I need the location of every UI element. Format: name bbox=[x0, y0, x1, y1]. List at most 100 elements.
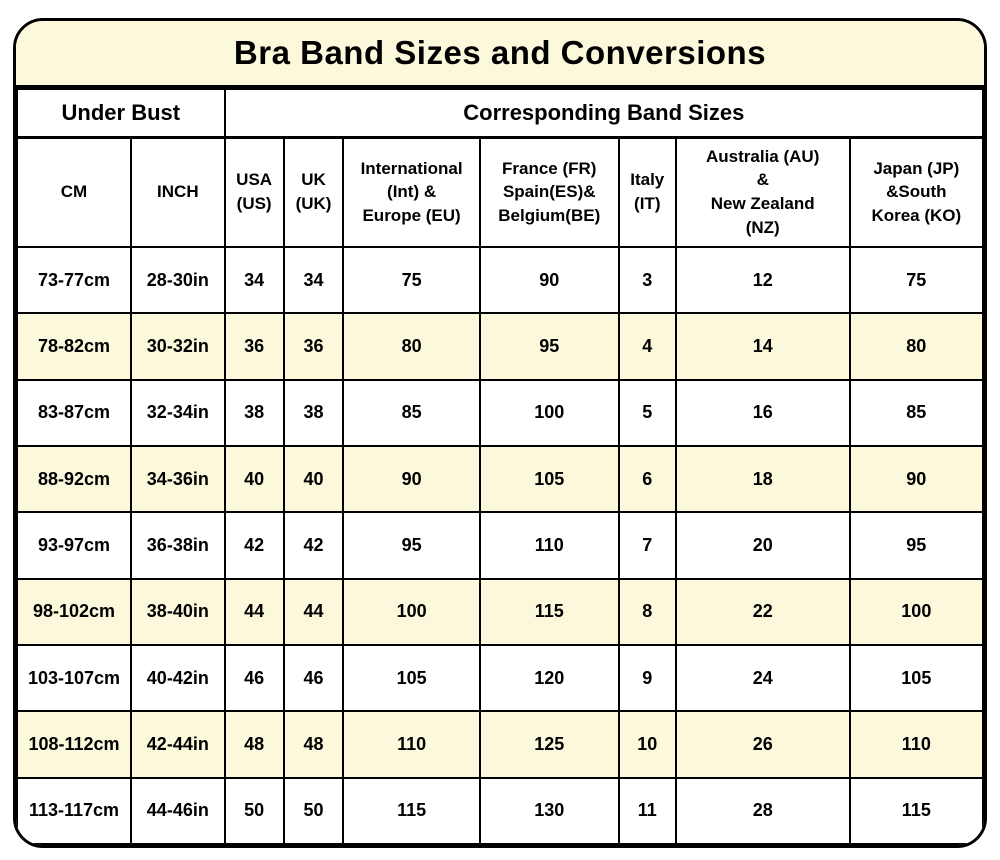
table-cell: 110 bbox=[848, 710, 984, 779]
table-row: 113-117cm 44-46in 50 50 115 130 11 28 115 bbox=[16, 776, 984, 845]
table-cell: 110 bbox=[478, 511, 620, 580]
column-header-usa: USA (US) bbox=[223, 136, 285, 248]
table-cell: 80 bbox=[342, 312, 481, 381]
table-cell: 12 bbox=[674, 245, 851, 315]
column-header-row: CM INCH USA (US) UK (UK) International (… bbox=[16, 136, 984, 248]
table-cell: 40 bbox=[282, 444, 345, 514]
table-cell: 24 bbox=[674, 643, 851, 713]
table-cell: 42 bbox=[223, 511, 285, 580]
table-cell: 44 bbox=[282, 577, 345, 646]
table-cell: 44 bbox=[223, 577, 285, 646]
size-chart-card: Bra Band Sizes and Conversions Under Bus… bbox=[13, 18, 987, 848]
table-cell: 38-40in bbox=[129, 577, 226, 646]
table-cell: 105 bbox=[342, 643, 481, 713]
table-cell: 113-117cm bbox=[16, 776, 132, 845]
band-size-table: Under Bust Corresponding Band Sizes CM I… bbox=[16, 88, 984, 845]
table-cell: 6 bbox=[617, 444, 677, 514]
table-cell: 110 bbox=[342, 710, 481, 779]
table-row: 98-102cm 38-40in 44 44 100 115 8 22 100 bbox=[16, 577, 984, 646]
table-cell: 14 bbox=[674, 312, 851, 381]
table-cell: 115 bbox=[848, 776, 984, 845]
group-header-row: Under Bust Corresponding Band Sizes bbox=[16, 88, 984, 139]
table-cell: 50 bbox=[282, 776, 345, 845]
table-cell: 36 bbox=[282, 312, 345, 381]
table-cell: 108-112cm bbox=[16, 710, 132, 779]
column-header-japan-southkorea: Japan (JP) &South Korea (KO) bbox=[848, 136, 984, 248]
table-cell: 90 bbox=[478, 245, 620, 315]
table-cell: 48 bbox=[223, 710, 285, 779]
table-row: 73-77cm 28-30in 34 34 75 90 3 12 75 bbox=[16, 245, 984, 315]
table-cell: 34 bbox=[223, 245, 285, 315]
table-cell: 83-87cm bbox=[16, 378, 132, 447]
table-cell: 16 bbox=[674, 378, 851, 447]
table-row: 108-112cm 42-44in 48 48 110 125 10 26 110 bbox=[16, 710, 984, 779]
table-cell: 48 bbox=[282, 710, 345, 779]
table-cell: 130 bbox=[478, 776, 620, 845]
table-cell: 9 bbox=[617, 643, 677, 713]
table-row: 83-87cm 32-34in 38 38 85 100 5 16 85 bbox=[16, 378, 984, 447]
column-header-uk: UK (UK) bbox=[282, 136, 345, 248]
table-cell: 7 bbox=[617, 511, 677, 580]
table-cell: 73-77cm bbox=[16, 245, 132, 315]
column-header-cm: CM bbox=[16, 136, 132, 248]
table-cell: 42-44in bbox=[129, 710, 226, 779]
table-cell: 8 bbox=[617, 577, 677, 646]
table-cell: 120 bbox=[478, 643, 620, 713]
column-header-international-europe: International (Int) & Europe (EU) bbox=[342, 136, 481, 248]
table-cell: 32-34in bbox=[129, 378, 226, 447]
table-cell: 36-38in bbox=[129, 511, 226, 580]
table-cell: 34 bbox=[282, 245, 345, 315]
table-cell: 22 bbox=[674, 577, 851, 646]
table-cell: 4 bbox=[617, 312, 677, 381]
table-cell: 95 bbox=[478, 312, 620, 381]
table-cell: 34-36in bbox=[129, 444, 226, 514]
table-cell: 78-82cm bbox=[16, 312, 132, 381]
table-row: 93-97cm 36-38in 42 42 95 110 7 20 95 bbox=[16, 511, 984, 580]
table-cell: 115 bbox=[342, 776, 481, 845]
column-header-australia-newzealand: Australia (AU) & New Zealand (NZ) bbox=[674, 136, 851, 248]
table-cell: 28-30in bbox=[129, 245, 226, 315]
table-cell: 20 bbox=[674, 511, 851, 580]
table-cell: 95 bbox=[848, 511, 984, 580]
table-cell: 100 bbox=[478, 378, 620, 447]
table-cell: 90 bbox=[848, 444, 984, 514]
table-cell: 5 bbox=[617, 378, 677, 447]
table-row: 78-82cm 30-32in 36 36 80 95 4 14 80 bbox=[16, 312, 984, 381]
table-cell: 115 bbox=[478, 577, 620, 646]
table-cell: 38 bbox=[223, 378, 285, 447]
table-cell: 11 bbox=[617, 776, 677, 845]
table-cell: 93-97cm bbox=[16, 511, 132, 580]
table-cell: 100 bbox=[848, 577, 984, 646]
chart-title-banner: Bra Band Sizes and Conversions bbox=[16, 21, 984, 88]
table-cell: 38 bbox=[282, 378, 345, 447]
table-cell: 75 bbox=[848, 245, 984, 315]
table-cell: 100 bbox=[342, 577, 481, 646]
table-cell: 40-42in bbox=[129, 643, 226, 713]
table-row: 88-92cm 34-36in 40 40 90 105 6 18 90 bbox=[16, 444, 984, 514]
table-cell: 80 bbox=[848, 312, 984, 381]
table-cell: 42 bbox=[282, 511, 345, 580]
chart-title: Bra Band Sizes and Conversions bbox=[233, 34, 767, 71]
column-header-inch: INCH bbox=[129, 136, 226, 248]
table-cell: 95 bbox=[342, 511, 481, 580]
table-cell: 75 bbox=[342, 245, 481, 315]
table-cell: 3 bbox=[617, 245, 677, 315]
table-cell: 88-92cm bbox=[16, 444, 132, 514]
column-header-italy: Italy (IT) bbox=[617, 136, 677, 248]
table-row: 103-107cm 40-42in 46 46 105 120 9 24 105 bbox=[16, 643, 984, 713]
table-cell: 90 bbox=[342, 444, 481, 514]
band-sizes-group-header: Corresponding Band Sizes bbox=[223, 88, 984, 139]
table-cell: 85 bbox=[342, 378, 481, 447]
table-cell: 46 bbox=[282, 643, 345, 713]
table-cell: 85 bbox=[848, 378, 984, 447]
table-cell: 44-46in bbox=[129, 776, 226, 845]
table-cell: 10 bbox=[617, 710, 677, 779]
table-cell: 105 bbox=[848, 643, 984, 713]
table-cell: 125 bbox=[478, 710, 620, 779]
table-cell: 103-107cm bbox=[16, 643, 132, 713]
table-cell: 46 bbox=[223, 643, 285, 713]
table-cell: 98-102cm bbox=[16, 577, 132, 646]
table-cell: 105 bbox=[478, 444, 620, 514]
column-header-france-spain-belgium: France (FR) Spain(ES)& Belgium(BE) bbox=[478, 136, 620, 248]
under-bust-group-header: Under Bust bbox=[16, 88, 226, 139]
